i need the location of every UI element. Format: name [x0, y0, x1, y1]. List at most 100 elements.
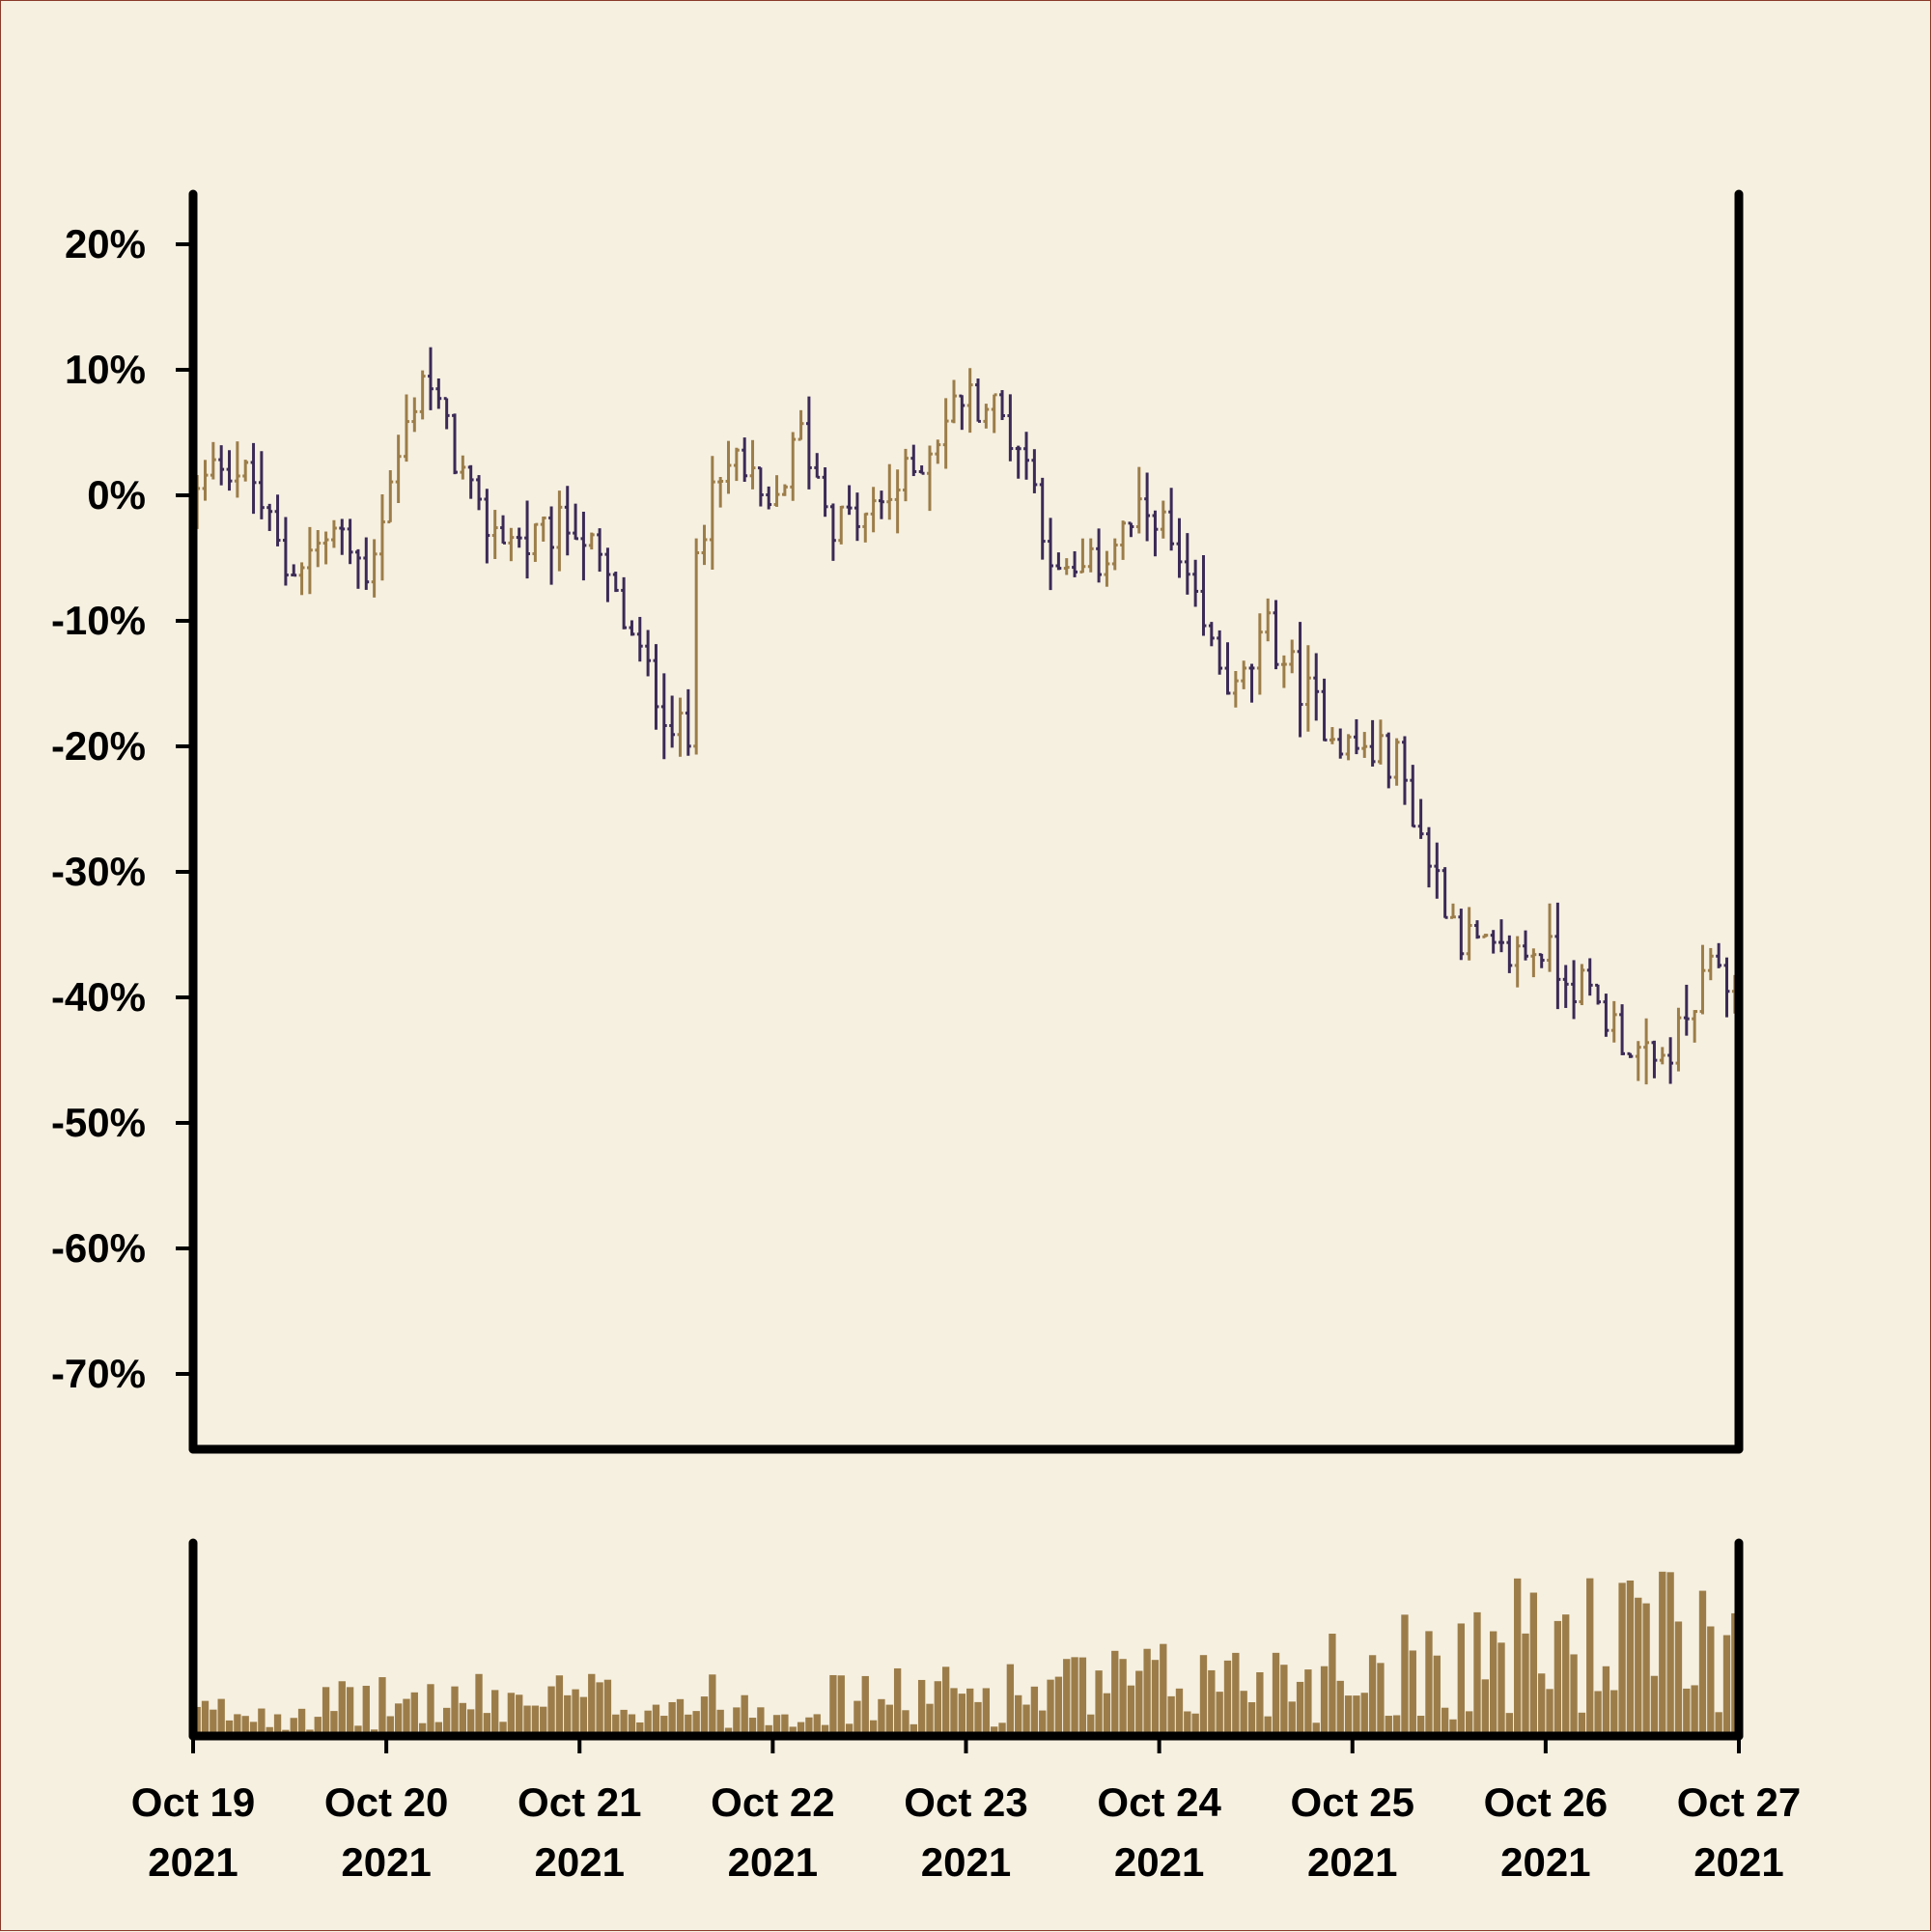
ohlc-bar	[1586, 958, 1593, 996]
volume-bar	[1054, 1676, 1063, 1736]
ohlc-bar	[951, 379, 957, 424]
ohlc-bar	[1354, 718, 1359, 755]
volume-bar	[1465, 1711, 1473, 1736]
ohlc-bar	[1619, 1004, 1626, 1055]
volume-bar	[1618, 1582, 1626, 1736]
x-tick-label-year: 2021	[148, 1839, 238, 1885]
volume-bar	[781, 1714, 789, 1736]
volume-bar	[1296, 1681, 1304, 1736]
ohlc-bar	[1015, 445, 1021, 479]
volume-bar	[442, 1707, 451, 1736]
ohlc-bar	[484, 489, 490, 564]
volume-bar	[1175, 1688, 1184, 1736]
ohlc-bar	[717, 477, 724, 508]
ohlc-bar	[1554, 902, 1561, 1010]
volume-bar	[1691, 1685, 1698, 1736]
volume-bar	[1280, 1665, 1288, 1736]
ohlc-bar	[556, 490, 563, 572]
volume-bar	[813, 1714, 821, 1736]
volume-bar	[1184, 1711, 1191, 1736]
ohlc-bar	[428, 347, 434, 410]
ohlc-bar	[1224, 642, 1231, 695]
volume-bar	[1674, 1621, 1683, 1736]
ohlc-bar	[1039, 477, 1046, 560]
y-tick-label: 10%	[65, 347, 146, 392]
volume-bar	[612, 1714, 620, 1736]
volume-bar	[297, 1708, 306, 1736]
ohlc-bar	[355, 548, 361, 589]
volume-bar	[1167, 1695, 1175, 1736]
ohlc-bar	[404, 394, 409, 462]
volume-bar	[1562, 1614, 1570, 1736]
volume-bar	[958, 1694, 966, 1736]
x-axis-ticks: Oct 19 2021 Oct 20 2021 Oct 21 2021 Oct 22 2021…	[131, 1736, 1801, 1885]
volume-bar	[410, 1692, 418, 1736]
ohlc-bar	[1610, 1000, 1617, 1043]
volume-bar	[234, 1714, 241, 1736]
volume-bar	[362, 1685, 370, 1736]
ohlc-bar	[395, 434, 402, 504]
price-bars	[194, 347, 1738, 1085]
volume-bar	[1160, 1643, 1167, 1736]
volume-bar	[685, 1714, 692, 1736]
ohlc-bar	[516, 527, 522, 548]
volume-bar	[1538, 1673, 1546, 1736]
volume-bar	[322, 1687, 330, 1736]
ohlc-bar	[1426, 826, 1432, 888]
x-tick-label-year: 2021	[1114, 1839, 1204, 1885]
ohlc-bar	[1562, 965, 1569, 1008]
volume-bar	[547, 1686, 555, 1736]
ohlc-bar	[1329, 727, 1335, 744]
ohlc-bar	[854, 492, 860, 542]
volume-bar	[1247, 1702, 1256, 1736]
volume-bar	[829, 1674, 837, 1736]
volume-bar	[516, 1694, 523, 1736]
volume-bar	[1199, 1655, 1208, 1736]
volume-bar	[917, 1679, 926, 1736]
volume-bar	[692, 1711, 700, 1736]
volume-bar	[1497, 1642, 1505, 1736]
ohlc-bar	[1482, 934, 1489, 938]
ohlc-bar	[1152, 510, 1159, 557]
volume-bar	[1135, 1670, 1143, 1736]
volume-bar	[210, 1709, 217, 1736]
volume-bar	[628, 1714, 636, 1736]
ohlc-bar	[757, 466, 764, 507]
ohlc-bar	[347, 518, 353, 565]
volume-bar	[354, 1725, 362, 1736]
volume-bar	[1473, 1611, 1481, 1736]
volume-bar	[1722, 1635, 1731, 1736]
ohlc-bar	[1417, 798, 1424, 839]
volume-bar	[1707, 1626, 1715, 1736]
volume-bar	[1119, 1659, 1127, 1736]
ohlc-bar	[339, 518, 346, 555]
volume-bar	[1715, 1712, 1722, 1736]
ohlc-bar	[1055, 552, 1062, 571]
x-tick-label-date: Oct 24	[1097, 1779, 1221, 1825]
ohlc-bar	[879, 490, 884, 519]
volume-bar	[499, 1722, 507, 1736]
volume-bar	[427, 1684, 434, 1736]
volume-bar	[483, 1713, 491, 1736]
ohlc-bar	[411, 397, 418, 433]
ohlc-bar	[274, 494, 281, 546]
volume-bar	[716, 1709, 724, 1736]
volume-bar	[772, 1715, 781, 1736]
volume-bar	[1344, 1695, 1353, 1736]
ohlc-bar	[918, 465, 925, 475]
ohlc-bar	[1297, 622, 1303, 738]
ohlc-bar	[983, 404, 990, 429]
ohlc-bar	[1458, 909, 1465, 961]
ohlc-bar	[894, 469, 901, 534]
ohlc-bar	[1659, 1047, 1665, 1065]
ohlc-bar	[331, 519, 337, 548]
y-tick-label: -20%	[51, 723, 146, 769]
volume-bar	[1256, 1671, 1264, 1736]
ohlc-bar	[862, 512, 869, 543]
volume-bar	[733, 1707, 741, 1736]
ohlc-bar	[645, 630, 652, 677]
ohlc-bar	[1707, 947, 1714, 981]
ohlc-bar	[677, 697, 684, 757]
ohlc-bar	[508, 527, 515, 562]
